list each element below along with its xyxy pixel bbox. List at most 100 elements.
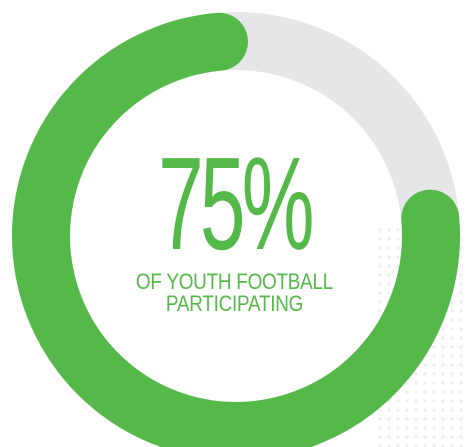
background-dot [459, 237, 463, 241]
background-dot [441, 435, 445, 439]
background-dot [423, 417, 427, 421]
background-dot [459, 282, 463, 286]
background-dot [450, 417, 454, 421]
background-dot [441, 345, 445, 349]
background-dot [441, 381, 445, 385]
background-dot [378, 435, 382, 439]
background-dot [423, 408, 427, 412]
background-dot [396, 417, 400, 421]
background-dot [432, 444, 436, 447]
background-dot [432, 345, 436, 349]
background-dot [441, 399, 445, 403]
background-dot [414, 390, 418, 394]
background-dot [459, 273, 463, 277]
background-dot [387, 264, 391, 268]
background-dot [378, 417, 382, 421]
background-dot [396, 426, 400, 430]
background-dot [423, 435, 427, 439]
background-dot [441, 336, 445, 340]
caption-line-1: OF YOUTH FOOTBALL [135, 269, 334, 294]
background-dot [441, 444, 445, 447]
background-dot [405, 390, 409, 394]
background-dot [387, 228, 391, 232]
background-dot [405, 399, 409, 403]
background-dot [387, 435, 391, 439]
background-dot [414, 408, 418, 412]
background-dot [432, 363, 436, 367]
background-dot [387, 426, 391, 430]
background-dot [387, 291, 391, 295]
background-dot [432, 408, 436, 412]
background-dot [378, 291, 382, 295]
background-dot [378, 444, 382, 447]
background-dot [459, 372, 463, 376]
background-dot [387, 255, 391, 259]
background-dot [450, 390, 454, 394]
background-dot [396, 435, 400, 439]
background-dot [378, 309, 382, 313]
background-dot [414, 399, 418, 403]
background-dot [423, 426, 427, 430]
background-dot [450, 327, 454, 331]
background-dot [414, 435, 418, 439]
background-dot [396, 444, 400, 447]
background-dot [378, 228, 382, 232]
background-dot [432, 354, 436, 358]
background-dot [459, 255, 463, 259]
background-dot [450, 381, 454, 385]
background-dot [423, 390, 427, 394]
background-dot [396, 255, 400, 259]
background-dot [432, 390, 436, 394]
background-dot [414, 381, 418, 385]
background-dot [459, 444, 463, 447]
background-dot [396, 264, 400, 268]
background-dot [459, 228, 463, 232]
background-dot [450, 399, 454, 403]
background-dot [387, 246, 391, 250]
background-dot [459, 300, 463, 304]
background-dot [432, 372, 436, 376]
background-dot [450, 426, 454, 430]
background-dot [459, 417, 463, 421]
background-dot [459, 336, 463, 340]
background-dot [459, 381, 463, 385]
background-dot [432, 381, 436, 385]
background-dot [387, 444, 391, 447]
background-dot [441, 363, 445, 367]
background-dot [423, 381, 427, 385]
background-dot [432, 426, 436, 430]
background-dot [450, 336, 454, 340]
background-dot [450, 318, 454, 322]
background-dot [414, 426, 418, 430]
background-dot [441, 327, 445, 331]
background-dot [396, 246, 400, 250]
background-dot [414, 417, 418, 421]
background-dot [459, 408, 463, 412]
background-dot [423, 444, 427, 447]
background-dot [405, 381, 409, 385]
background-dot [459, 327, 463, 331]
background-dot [441, 354, 445, 358]
background-dot [450, 354, 454, 358]
background-dot [432, 417, 436, 421]
background-dot [414, 444, 418, 447]
background-dot [450, 363, 454, 367]
background-dot [459, 291, 463, 295]
background-dot [387, 282, 391, 286]
background-dot [441, 426, 445, 430]
background-dot [396, 237, 400, 241]
background-dot [387, 408, 391, 412]
background-dot [450, 345, 454, 349]
background-dot [459, 354, 463, 358]
background-dot [405, 444, 409, 447]
background-dot [405, 426, 409, 430]
background-dot [405, 435, 409, 439]
background-dot [378, 255, 382, 259]
background-dot [450, 372, 454, 376]
background-dot [459, 318, 463, 322]
background-dot [378, 426, 382, 430]
background-dot [387, 417, 391, 421]
background-dot [378, 246, 382, 250]
caption-line-2: PARTICIPATING [165, 291, 304, 316]
